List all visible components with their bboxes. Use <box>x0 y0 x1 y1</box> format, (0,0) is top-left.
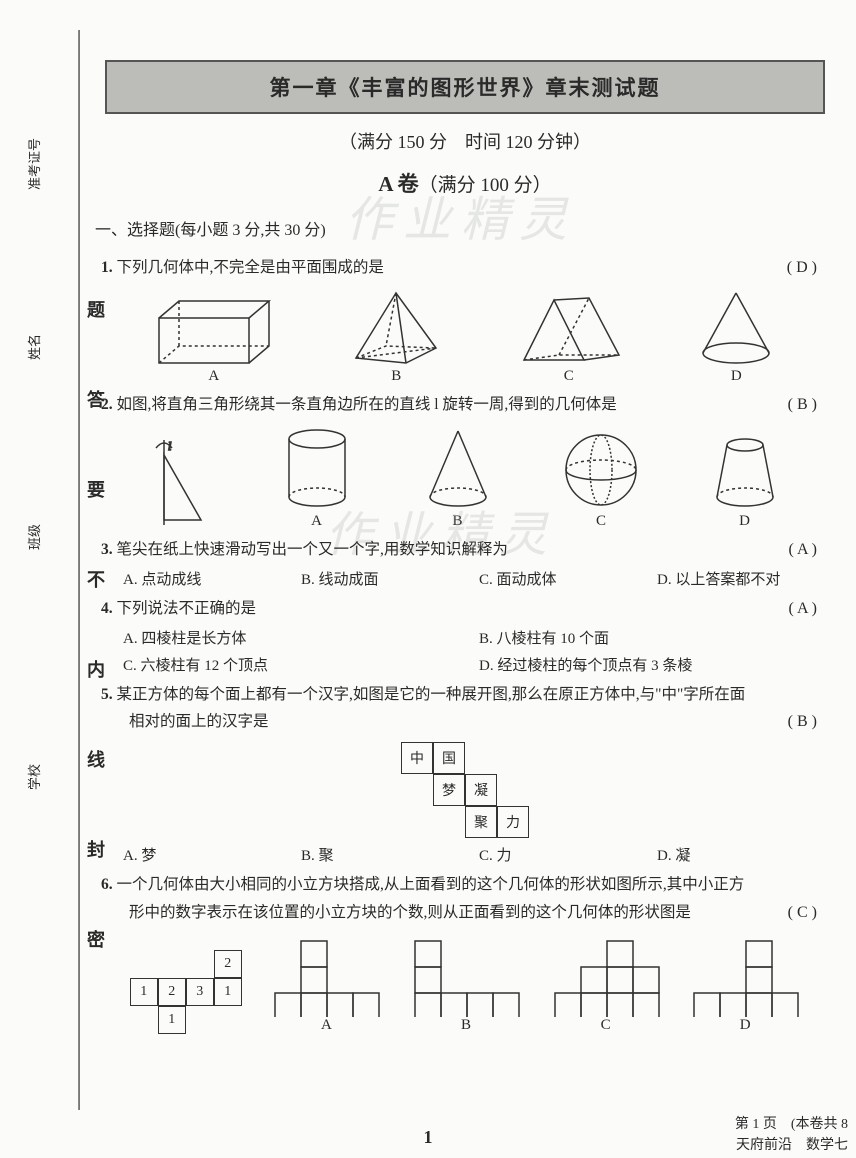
q-num: 1. <box>101 259 113 276</box>
q1-figures: A B C <box>115 288 815 385</box>
q-text: 下列几何体中,不完全是由平面围成的是 <box>117 259 384 276</box>
q5-net: 中 国 梦 凝 聚 力 <box>95 742 835 838</box>
q2-figures: l A B <box>115 425 815 530</box>
net-cell: 梦 <box>433 774 465 806</box>
fig-label: D <box>740 1017 751 1034</box>
answer: ( C ) <box>788 899 817 928</box>
front-view-b: B <box>411 937 521 1034</box>
fig-label: B <box>452 513 462 530</box>
v-line <box>78 30 79 1110</box>
margin-label: 学校 <box>24 764 43 790</box>
cone-figure: B <box>418 425 498 530</box>
q4-options-2: C. 六棱柱有 12 个顶点 D. 经过棱柱的每个顶点有 3 条棱 <box>123 654 835 675</box>
fig-label: A <box>321 1017 332 1034</box>
fig-label: B <box>391 368 401 385</box>
fig-label: C <box>601 1017 611 1034</box>
q-num: 6. <box>101 876 113 893</box>
net-cell: 聚 <box>465 806 497 838</box>
opt-a: A. 四棱柱是长方体 <box>123 627 479 648</box>
q5-options: A. 梦 B. 聚 C. 力 D. 凝 <box>123 844 835 865</box>
question-5: 5. 某正方体的每个面上都有一个汉字,如图是它的一种展开图,那么在原正方体中,与… <box>101 681 835 737</box>
sphere-figure: C <box>559 428 644 530</box>
cuboid-figure: A <box>149 293 279 385</box>
prism-figure: C <box>514 290 624 385</box>
frustum-figure: D <box>705 431 785 530</box>
opt-d: D. 经过棱柱的每个顶点有 3 条棱 <box>479 654 835 675</box>
opt-b: B. 线动成面 <box>301 568 479 589</box>
question-3: 3. 笔尖在纸上快速滑动写出一个又一个字,用数学知识解释为 ( A ) <box>101 536 835 564</box>
top-view-grid: 2 1 2 3 1 1 <box>130 950 242 1034</box>
q-num: 2. <box>101 396 113 413</box>
q-num: 5. <box>101 686 113 703</box>
q6-figures: 2 1 2 3 1 1 A <box>115 937 815 1034</box>
q-text: 笔尖在纸上快速滑动写出一个又一个字,用数学知识解释为 <box>117 541 508 558</box>
fig-label: D <box>739 513 750 530</box>
answer: ( A ) <box>789 536 817 565</box>
opt-b: B. 聚 <box>301 844 479 865</box>
net-cell: 国 <box>433 742 465 774</box>
net-cell: 力 <box>497 806 529 838</box>
q-text: 如图,将直角三角形绕其一条直角边所在的直线 l 旋转一周,得到的几何体是 <box>117 396 617 413</box>
q-text: 一个几何体由大小相同的小立方块搭成,从上面看到的这个几何体的形状如图所示,其中小… <box>117 876 745 893</box>
question-6: 6. 一个几何体由大小相同的小立方块搭成,从上面看到的这个几何体的形状如图所示,… <box>101 871 835 927</box>
fig-label: A <box>311 513 322 530</box>
front-view-a: A <box>271 937 381 1034</box>
q4-options-1: A. 四棱柱是长方体 B. 八棱柱有 10 个面 <box>123 627 835 648</box>
triangle-figure: l <box>146 440 216 530</box>
fig-label: C <box>596 513 606 530</box>
opt-a: A. 点动成线 <box>123 568 301 589</box>
page: 第一章《丰富的图形世界》章末测试题 （满分 150 分 时间 120 分钟） A… <box>95 30 835 1038</box>
fig-label: A <box>208 368 219 385</box>
answer: ( A ) <box>789 595 817 624</box>
q3-options: A. 点动成线 B. 线动成面 C. 面动成体 D. 以上答案都不对 <box>123 568 835 589</box>
footer: 1 第 1 页 (本卷共 8 天府前沿 数学七 <box>0 1127 856 1148</box>
question-4: 4. 下列说法不正确的是 ( A ) <box>101 595 835 623</box>
opt-a: A. 梦 <box>123 844 301 865</box>
paper-label: A 卷（满分 100 分） <box>95 168 835 198</box>
net-cell: 凝 <box>465 774 497 806</box>
opt-d: D. 以上答案都不对 <box>657 568 835 589</box>
q-num: 3. <box>101 541 113 558</box>
q-text: 某正方体的每个面上都有一个汉字,如图是它的一种展开图,那么在原正方体中,与"中"… <box>117 686 746 703</box>
cone-figure: D <box>691 288 781 385</box>
page-number: 1 <box>0 1127 856 1148</box>
paper-label-bold: A 卷 <box>378 172 418 196</box>
net-cell: 中 <box>401 742 433 774</box>
fig-label: B <box>461 1017 471 1034</box>
answer: ( B ) <box>788 708 817 737</box>
q-text-cont: 相对的面上的汉字是 ( B ) <box>129 708 835 736</box>
question-2: 2. 如图,将直角三角形绕其一条直角边所在的直线 l 旋转一周,得到的几何体是 … <box>101 391 835 419</box>
fig-label: C <box>564 368 574 385</box>
opt-c: C. 力 <box>479 844 657 865</box>
chapter-title-banner: 第一章《丰富的图形世界》章末测试题 <box>105 60 825 114</box>
margin-label: 班级 <box>24 524 43 550</box>
fig-label: D <box>731 368 742 385</box>
question-1: 1. 下列几何体中,不完全是由平面围成的是 ( D ) <box>101 254 835 282</box>
answer: ( B ) <box>788 391 817 420</box>
front-view-d: D <box>690 937 800 1034</box>
q-text-cont: 形中的数字表示在该位置的小立方块的个数,则从正面看到的这个几何体的形状图是 ( … <box>129 899 835 927</box>
footer-right: 第 1 页 (本卷共 8 天府前沿 数学七 <box>735 1114 848 1156</box>
pyramid-figure: B <box>346 288 446 385</box>
q-text: 下列说法不正确的是 <box>117 600 257 617</box>
paper-label-rest: （满分 100 分） <box>419 175 552 196</box>
front-view-c: C <box>551 937 661 1034</box>
exam-info: （满分 150 分 时间 120 分钟） <box>95 128 835 154</box>
cylinder-figure: A <box>277 425 357 530</box>
answer: ( D ) <box>787 254 817 283</box>
margin-label: 准考证号 <box>24 138 43 190</box>
binding-margin: 题 答 要 不 内 线 封 密 准考证号 姓名 班级 学校 <box>20 30 80 1110</box>
opt-c: C. 面动成体 <box>479 568 657 589</box>
q-num: 4. <box>101 600 113 617</box>
opt-b: B. 八棱柱有 10 个面 <box>479 627 835 648</box>
opt-d: D. 凝 <box>657 844 835 865</box>
section-header: 一、选择题(每小题 3 分,共 30 分) <box>95 216 835 240</box>
opt-c: C. 六棱柱有 12 个顶点 <box>123 654 479 675</box>
margin-label: 姓名 <box>24 334 43 360</box>
